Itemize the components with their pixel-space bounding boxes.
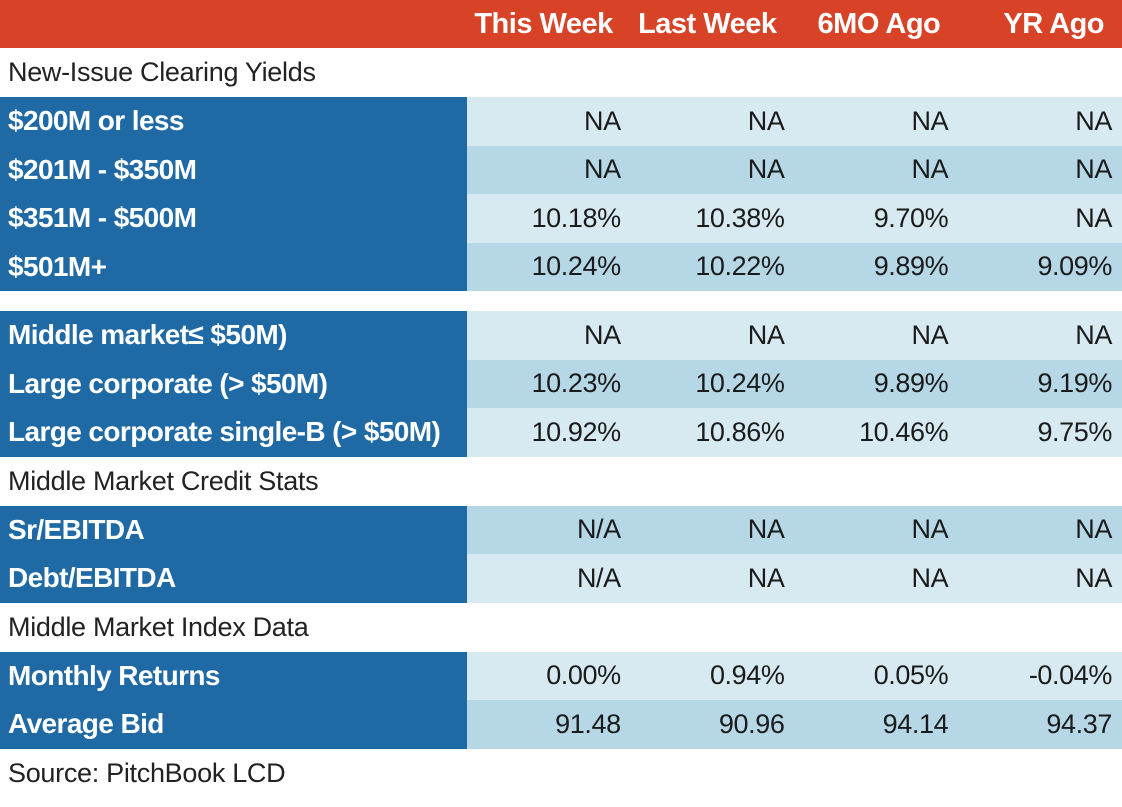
header-6mo-ago: 6MO Ago bbox=[817, 7, 941, 40]
cell-last-week: 90.96 bbox=[718, 708, 785, 739]
cell-this-week: 91.48 bbox=[555, 708, 621, 739]
row-label: Debt/EBITDA bbox=[0, 554, 467, 603]
cell-this-week: N/A bbox=[576, 514, 621, 545]
cell-this-week: 10.92% bbox=[531, 416, 622, 447]
cell-yr-ago: NA bbox=[1075, 202, 1112, 233]
cell-last-week: 10.38% bbox=[695, 202, 785, 233]
table-row: Large corporate (> $50M) 10.23% 10.24% 9… bbox=[0, 359, 1122, 408]
cell-6mo-ago: NA bbox=[911, 514, 949, 545]
cell-6mo-ago: NA bbox=[911, 562, 949, 593]
table-row: Sr/EBITDA N/A NA NA NA bbox=[0, 505, 1122, 554]
cell-yr-ago: 9.09% bbox=[1037, 251, 1112, 282]
row-label: $501M+ bbox=[0, 242, 467, 291]
cell-this-week: NA bbox=[584, 319, 621, 350]
cell-6mo-ago: NA bbox=[911, 105, 949, 136]
cell-this-week: 10.23% bbox=[531, 368, 622, 399]
cell-this-week: 10.24% bbox=[531, 251, 622, 282]
cell-yr-ago: 94.37 bbox=[1046, 708, 1112, 739]
section-middle-market-credit-stats: Middle Market Credit Stats bbox=[0, 456, 1122, 506]
cell-yr-ago: NA bbox=[1075, 154, 1112, 185]
cell-this-week: N/A bbox=[576, 562, 621, 593]
row-label: $351M - $500M bbox=[0, 194, 467, 243]
cell-yr-ago: NA bbox=[1075, 514, 1112, 545]
cell-6mo-ago: 9.89% bbox=[873, 368, 949, 399]
row-label: Average Bid bbox=[0, 700, 467, 749]
cell-yr-ago: NA bbox=[1075, 105, 1112, 136]
section-new-issue-clearing-yields: New-Issue Clearing Yields bbox=[0, 48, 1122, 97]
row-label: Large corporate single-B (> $50M) bbox=[0, 408, 467, 457]
header-yr-ago: YR Ago bbox=[1003, 7, 1104, 40]
table-row: $351M - $500M 10.18% 10.38% 9.70% NA bbox=[0, 194, 1122, 243]
cell-this-week: NA bbox=[584, 105, 621, 136]
cell-yr-ago: 9.19% bbox=[1037, 368, 1112, 399]
cell-yr-ago: NA bbox=[1075, 319, 1112, 350]
section-middle-market-index-data: Middle Market Index Data bbox=[0, 602, 1122, 652]
cell-last-week: NA bbox=[747, 154, 785, 185]
cell-yr-ago: NA bbox=[1075, 562, 1112, 593]
cell-this-week: NA bbox=[584, 154, 621, 185]
cell-this-week: 0.00% bbox=[546, 660, 621, 691]
source-note: Source: PitchBook LCD bbox=[8, 757, 286, 788]
header-this-week: This Week bbox=[474, 7, 613, 40]
table-row: $200M or less NA NA NA NA bbox=[0, 97, 1122, 146]
table-row: Average Bid 91.48 90.96 94.14 94.37 bbox=[0, 700, 1122, 749]
cell-last-week: 0.94% bbox=[709, 660, 785, 691]
row-label: $201M - $350M bbox=[0, 145, 467, 194]
header-last-week: Last Week bbox=[638, 7, 777, 40]
table-row: Monthly Returns 0.00% 0.94% 0.05% -0.04% bbox=[0, 651, 1122, 700]
cell-6mo-ago: 94.14 bbox=[882, 708, 949, 739]
cell-yr-ago: 9.75% bbox=[1037, 416, 1112, 447]
table-row: $501M+ 10.24% 10.22% 9.89% 9.09% bbox=[0, 242, 1122, 291]
table-header: This Week Last Week 6MO Ago YR Ago bbox=[0, 0, 1122, 48]
cell-last-week: NA bbox=[747, 319, 785, 350]
cell-last-week: NA bbox=[747, 514, 785, 545]
cell-6mo-ago: 10.46% bbox=[859, 416, 949, 447]
cell-this-week: 10.18% bbox=[531, 202, 622, 233]
cell-last-week: 10.22% bbox=[695, 251, 785, 282]
row-label: $200M or less bbox=[0, 97, 467, 146]
row-label: Sr/EBITDA bbox=[0, 505, 467, 554]
table-row: Large corporate single-B (> $50M) 10.92%… bbox=[0, 408, 1122, 457]
cell-6mo-ago: 0.05% bbox=[873, 660, 949, 691]
row-label: Large corporate (> $50M) bbox=[0, 359, 467, 408]
cell-6mo-ago: 9.89% bbox=[873, 251, 949, 282]
row-label: Middle market≤ $50M) bbox=[0, 311, 467, 360]
cell-yr-ago: -0.04% bbox=[1028, 660, 1113, 691]
cell-last-week: 10.24% bbox=[695, 368, 785, 399]
row-label: Monthly Returns bbox=[0, 651, 467, 700]
cell-6mo-ago: 9.70% bbox=[873, 202, 949, 233]
cell-6mo-ago: NA bbox=[911, 154, 949, 185]
cell-last-week: 10.86% bbox=[695, 416, 785, 447]
table-row: Debt/EBITDA N/A NA NA NA bbox=[0, 554, 1122, 603]
row-gap bbox=[0, 291, 1122, 311]
table-row: $201M - $350M NA NA NA NA bbox=[0, 145, 1122, 194]
cell-last-week: NA bbox=[747, 562, 785, 593]
cell-6mo-ago: NA bbox=[911, 319, 949, 350]
table-row: Middle market≤ $50M) NA NA NA NA bbox=[0, 311, 1122, 360]
cell-last-week: NA bbox=[747, 105, 785, 136]
